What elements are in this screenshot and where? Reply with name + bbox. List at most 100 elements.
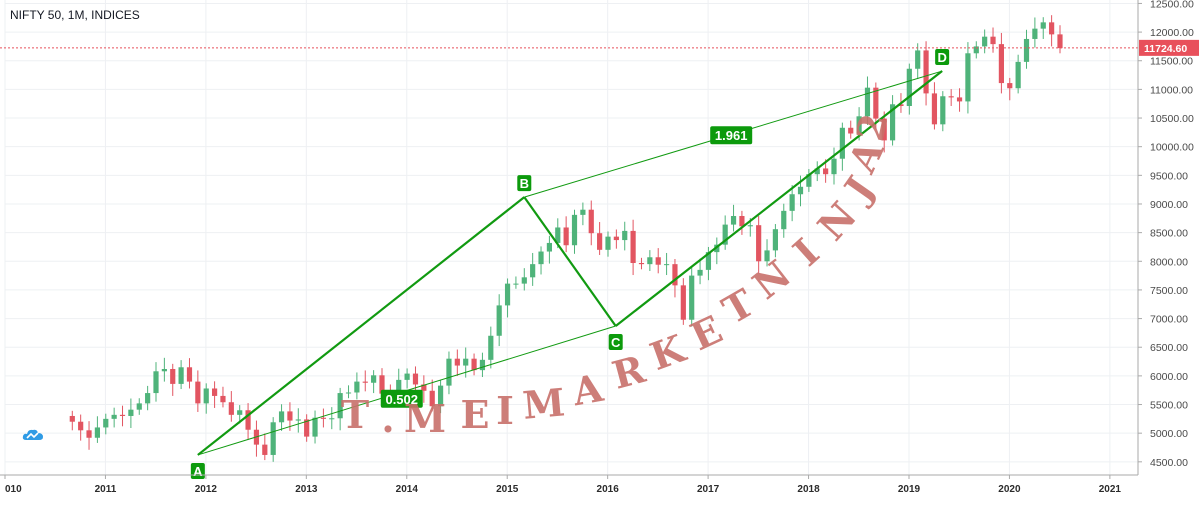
candle-body — [463, 358, 469, 366]
candle — [446, 351, 452, 395]
candle-body — [580, 209, 586, 215]
candle-body — [705, 252, 712, 270]
candle — [923, 41, 929, 106]
x-tick-label: 2017 — [697, 484, 720, 495]
candle-body — [153, 371, 159, 394]
candle — [571, 209, 578, 254]
y-tick-label: 7000.00 — [1150, 314, 1188, 326]
candle — [973, 41, 979, 59]
candle — [739, 210, 745, 235]
watermark-letter: . — [381, 396, 394, 441]
candle — [479, 352, 486, 378]
watermark-letter: T — [341, 392, 369, 437]
candle — [103, 413, 109, 435]
candle-body — [278, 411, 285, 423]
candle-body — [931, 93, 938, 125]
candle — [839, 122, 845, 171]
ratio-badge — [380, 389, 423, 408]
candle-body — [412, 373, 419, 385]
candle — [889, 95, 896, 146]
candle-body — [454, 358, 460, 366]
candle-body — [680, 285, 686, 320]
candle-body — [923, 50, 929, 94]
candle-body — [730, 216, 737, 225]
watermark-letter: I — [496, 388, 514, 433]
candle — [203, 383, 209, 414]
candle-body — [86, 430, 92, 438]
candle-body — [848, 127, 854, 134]
price-axis: 4500.00 5000.00 5500.00 6000.00 6500.00 7000.… — [1137, 0, 1200, 505]
candle-body — [1015, 61, 1021, 89]
y-tick-label: 5500.00 — [1150, 400, 1188, 412]
candle — [772, 224, 778, 258]
candle — [278, 404, 285, 431]
candle-body — [262, 444, 268, 455]
candle-body — [103, 418, 109, 428]
candle-body — [379, 375, 385, 394]
last-price-label: 11724.60 — [1144, 43, 1187, 55]
candle — [781, 203, 787, 238]
candle-body — [889, 104, 896, 141]
candle-body — [965, 53, 971, 102]
candle — [178, 360, 184, 390]
pattern-point-label: C — [611, 335, 621, 350]
candle-body — [772, 229, 778, 251]
candle — [354, 372, 360, 400]
candle-body — [228, 402, 234, 415]
pattern-point-label: D — [937, 50, 946, 65]
candle-body — [1007, 83, 1013, 89]
pattern-point-label: B — [520, 176, 529, 191]
candle — [1049, 15, 1055, 47]
candle — [982, 29, 988, 54]
candle-body — [421, 384, 427, 391]
ratio-badge — [710, 126, 753, 145]
candle — [94, 416, 101, 443]
candle — [220, 386, 226, 408]
ratio-label: 1.961 — [715, 128, 748, 143]
candle-body — [538, 251, 544, 265]
x-tick-label: 2015 — [496, 484, 519, 495]
candle-body — [111, 414, 117, 419]
candle — [228, 391, 234, 422]
candle — [722, 215, 728, 250]
candle-body — [170, 368, 176, 384]
candle-body — [345, 392, 352, 394]
candle-body — [764, 250, 770, 262]
candle-body — [814, 168, 820, 175]
candle — [1040, 17, 1046, 39]
candle — [697, 258, 703, 285]
candle — [429, 379, 435, 412]
candle-body — [69, 415, 75, 422]
candle — [186, 358, 193, 389]
candle — [371, 370, 377, 394]
candle-body — [304, 419, 310, 437]
candle — [689, 266, 695, 327]
pattern-point-badge — [608, 334, 623, 351]
candle — [1015, 54, 1021, 94]
candle — [806, 169, 812, 192]
candle — [622, 221, 628, 251]
candle-body — [371, 375, 377, 383]
harmonic-pattern: A B C D 0.502 1.961 — [190, 49, 950, 479]
candle — [680, 278, 686, 325]
candle-body — [622, 230, 628, 241]
candle-body — [161, 368, 167, 372]
candle-body — [613, 236, 619, 241]
y-tick-label: 12000.00 — [1150, 27, 1194, 39]
y-tick-label: 8500.00 — [1150, 228, 1188, 240]
candle-body — [597, 233, 603, 250]
candle-body — [119, 414, 126, 416]
y-tick-label: 9500.00 — [1150, 170, 1188, 182]
candle-body — [128, 409, 134, 416]
candle-body — [655, 257, 661, 265]
candle-body — [956, 97, 963, 102]
candle — [329, 407, 335, 430]
candle-body — [136, 403, 142, 410]
candle-body — [237, 410, 243, 415]
y-tick-label: 8000.00 — [1150, 256, 1188, 268]
candle — [915, 43, 921, 80]
candle-body — [630, 230, 636, 263]
chart-title: NIFTY 50, 1M, INDICES — [10, 8, 140, 22]
candle — [530, 252, 536, 286]
